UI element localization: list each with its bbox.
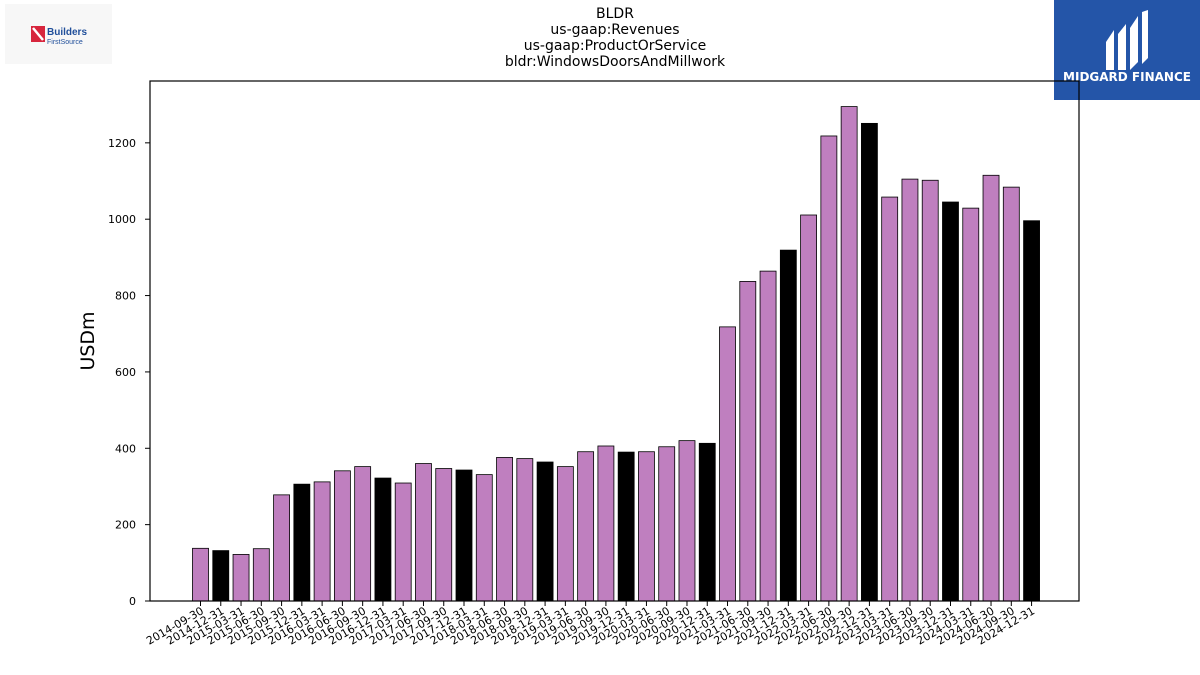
y-tick-label: 0 (129, 595, 136, 608)
bar-2016-03-31 (313, 481, 331, 602)
chart-title-line-3: us-gaap:ProductOrService (523, 38, 707, 54)
bar-2023-09-30 (921, 179, 939, 602)
bar-2016-06-30 (333, 470, 351, 602)
left-logo-line1: Builders (47, 27, 87, 38)
bar-2020-06-30 (658, 446, 676, 602)
chart-title: BLDR us-gaap:Revenues us-gaap:ProductOrS… (315, 6, 915, 70)
bar-2018-12-31 (536, 461, 554, 602)
y-tick-label: 1200 (108, 137, 136, 150)
bar-2018-06-30 (496, 457, 513, 602)
bar-2019-06-30 (577, 451, 595, 602)
bar-2022-03-31 (800, 214, 817, 602)
y-tick-label: 800 (115, 290, 136, 303)
bar-2018-09-30 (516, 458, 534, 602)
bar-2014-12-31 (212, 550, 230, 602)
bar-2019-09-30 (597, 445, 615, 602)
y-tick-label: 400 (115, 442, 136, 455)
y-tick-label: 1000 (108, 213, 136, 226)
logo-mark-stripe (32, 27, 44, 41)
left-logo-line2: FirstSource (47, 39, 83, 46)
x-axis: 2014-09-302014-12-312015-03-312015-06-30… (144, 601, 1037, 648)
midgard-mark-icon (1106, 10, 1148, 70)
bar-2021-03-31 (719, 326, 736, 602)
bar-2018-03-31 (475, 474, 493, 602)
bar-2023-06-30 (901, 178, 919, 602)
bar-2021-09-30 (759, 270, 777, 602)
bars-group (192, 106, 1040, 602)
bar-2015-06-30 (252, 548, 270, 602)
bar-2016-09-30 (354, 466, 372, 602)
bar-2014-09-30 (192, 547, 209, 602)
bar-2024-03-31 (962, 207, 980, 602)
bar-2022-06-30 (820, 135, 838, 602)
plot-frame (149, 80, 1080, 602)
bar-2022-09-30 (840, 106, 858, 602)
bar-2024-12-31 (1023, 220, 1040, 602)
bar-2019-03-31 (556, 466, 574, 602)
right-logo-text: MIDGARD FINANCE (1063, 70, 1191, 84)
midgard-finance-logo: MIDGARD FINANCE (1054, 0, 1200, 100)
bar-2024-06-30 (982, 174, 1000, 602)
bar-2019-12-31 (617, 451, 635, 602)
chart-title-line-2: us-gaap:Revenues (550, 22, 680, 38)
bar-2015-09-30 (273, 494, 290, 602)
bar-2023-12-31 (942, 201, 959, 602)
builders-firstsource-logo: Builders FirstSource (5, 4, 112, 64)
bar-2021-06-30 (739, 281, 757, 602)
bar-2022-12-31 (861, 122, 878, 602)
y-axis: 0 200 400 600 800 1000 1200 (108, 137, 150, 608)
y-tick-label: 200 (115, 519, 136, 532)
bar-2017-12-31 (455, 469, 473, 602)
bar-2020-12-31 (698, 442, 716, 602)
bar-2017-06-30 (415, 463, 432, 602)
bar-2021-12-31 (779, 249, 797, 602)
bar-2023-03-31 (881, 196, 899, 602)
chart-title-line-1: BLDR (596, 6, 634, 22)
y-tick-label: 600 (115, 366, 136, 379)
chart-title-line-4: bldr:WindowsDoorsAndMillwork (504, 54, 726, 70)
bar-2024-09-30 (1002, 186, 1020, 602)
bar-2016-12-31 (374, 477, 392, 602)
y-axis-label: USDm (77, 311, 99, 370)
bar-2015-03-31 (232, 554, 250, 602)
bar-2015-12-31 (293, 483, 311, 602)
bar-2017-03-31 (394, 482, 412, 602)
bar-2020-09-30 (678, 440, 696, 602)
bar-2017-09-30 (435, 468, 453, 602)
bar-2020-03-31 (638, 451, 655, 602)
